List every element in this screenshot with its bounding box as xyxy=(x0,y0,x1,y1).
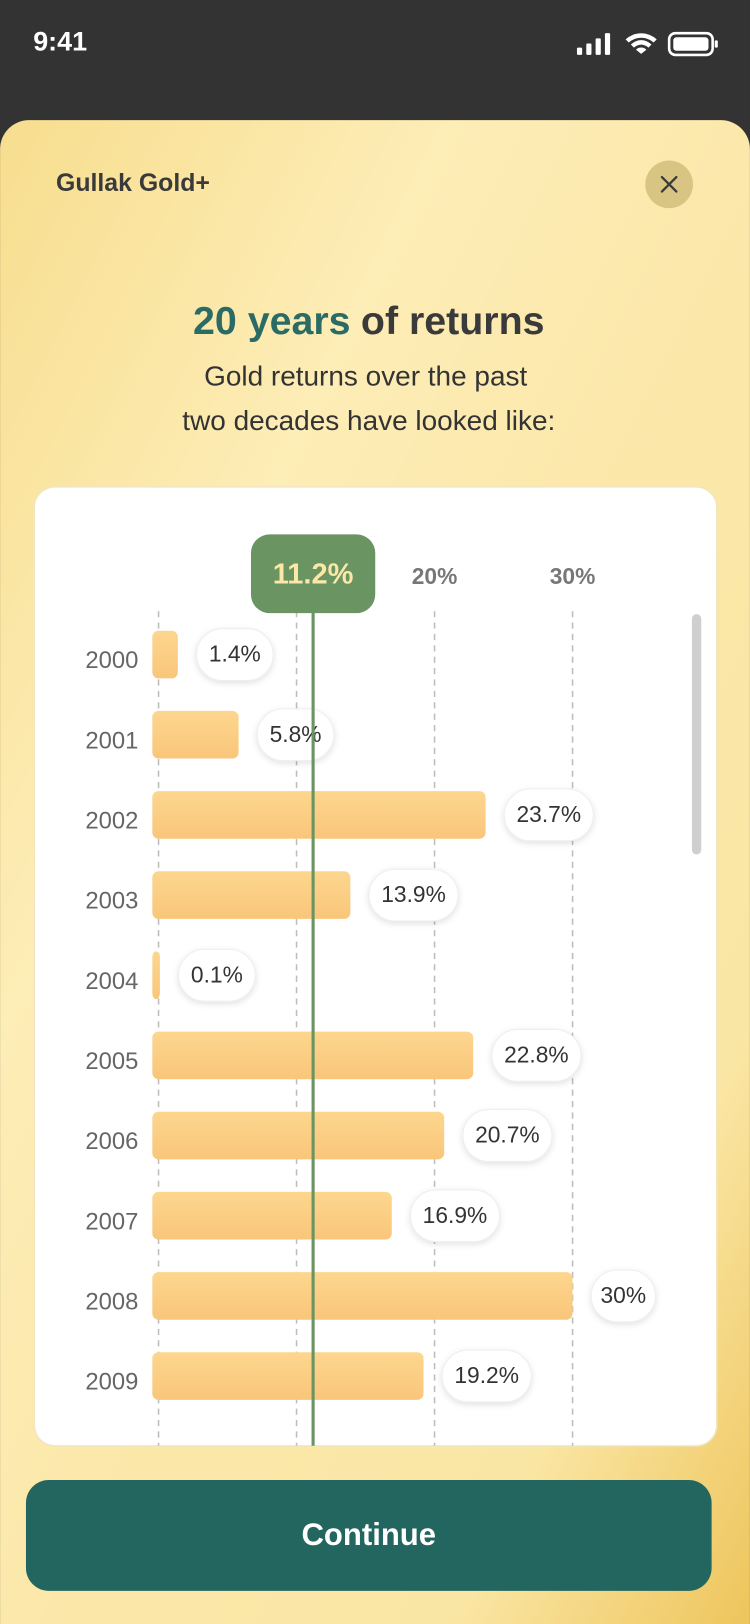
heading-rest: of returns xyxy=(361,300,545,344)
value-pill-bg xyxy=(256,708,335,762)
scrollbar xyxy=(691,614,702,855)
bar xyxy=(152,630,178,679)
bar xyxy=(152,710,239,759)
value-pill-bg xyxy=(441,1349,532,1403)
bar xyxy=(152,1272,573,1320)
heading-highlight: 20 years xyxy=(193,300,351,344)
value-label: 1.4% xyxy=(209,641,261,667)
value-pill-bg xyxy=(195,628,274,681)
y-tick-label: 2003 xyxy=(85,888,138,915)
status-time: 9:41 xyxy=(33,27,87,57)
value-label: 23.7% xyxy=(517,801,582,827)
continue-button[interactable]: Continue xyxy=(25,1480,712,1591)
y-tick-label: 2009 xyxy=(85,1369,138,1396)
value-pill: 16.9% xyxy=(409,1189,501,1243)
y-tick-label: 2007 xyxy=(85,1208,138,1235)
value-label: 0.1% xyxy=(191,961,243,987)
value-pill-bg xyxy=(503,788,594,842)
y-tick-label: 2008 xyxy=(85,1288,138,1315)
value-pill-bg xyxy=(462,1109,553,1162)
chart: 20% 30% 2000 1.4% 2001 5.8% 2002 23.7% 2003 13.9%… xyxy=(85,534,656,1446)
value-label: 30% xyxy=(601,1282,647,1308)
status-icons xyxy=(576,31,718,57)
value-pill-bg xyxy=(409,1189,501,1243)
value-pill-bg xyxy=(491,1028,582,1082)
y-tick-label: 2004 xyxy=(85,968,138,995)
header-title: Gullak Gold+ xyxy=(56,170,210,197)
y-tick-label: 2002 xyxy=(85,807,138,834)
value-label: 19.2% xyxy=(454,1362,519,1388)
bar xyxy=(152,871,351,919)
value-label: 16.9% xyxy=(423,1202,488,1228)
y-tick-label: 2000 xyxy=(85,647,138,674)
value-pill: 30% xyxy=(590,1269,656,1323)
value-label: 22.8% xyxy=(504,1041,569,1067)
value-label: 13.9% xyxy=(381,881,446,907)
button-label: Continue xyxy=(301,1517,436,1552)
heading: 20 years of returns xyxy=(193,300,545,344)
close-button[interactable] xyxy=(645,160,693,209)
subtitle: two decades have looked like: xyxy=(182,405,555,436)
y-tick-label: 2005 xyxy=(85,1048,138,1075)
average-marker xyxy=(250,534,376,614)
average-label: 11.2% xyxy=(273,559,354,591)
bar xyxy=(152,791,486,839)
y-tick-label: 2006 xyxy=(85,1128,138,1155)
value-pill-bg xyxy=(590,1269,656,1323)
x-tick-label: 20% xyxy=(412,563,458,589)
bar xyxy=(152,1352,424,1400)
value-pill: 1.4% xyxy=(195,628,274,681)
value-pill: 20.7% xyxy=(462,1109,553,1162)
value-pill: 5.8% xyxy=(256,708,335,762)
x-tick-label: 30% xyxy=(550,563,596,589)
bar xyxy=(152,951,160,1000)
value-pill-bg xyxy=(178,948,256,1002)
subtitle: Gold returns over the past xyxy=(204,360,527,391)
value-pill: 23.7% xyxy=(503,788,594,842)
value-pill: 19.2% xyxy=(441,1349,532,1403)
bar xyxy=(152,1111,445,1160)
value-pill: 0.1% xyxy=(178,948,256,1002)
value-label: 20.7% xyxy=(475,1122,540,1148)
value-pill: 13.9% xyxy=(368,868,459,922)
value-pill: 22.8% xyxy=(491,1028,582,1082)
value-pill-bg xyxy=(368,868,459,922)
y-tick-label: 2001 xyxy=(85,727,138,754)
bar xyxy=(152,1191,392,1240)
